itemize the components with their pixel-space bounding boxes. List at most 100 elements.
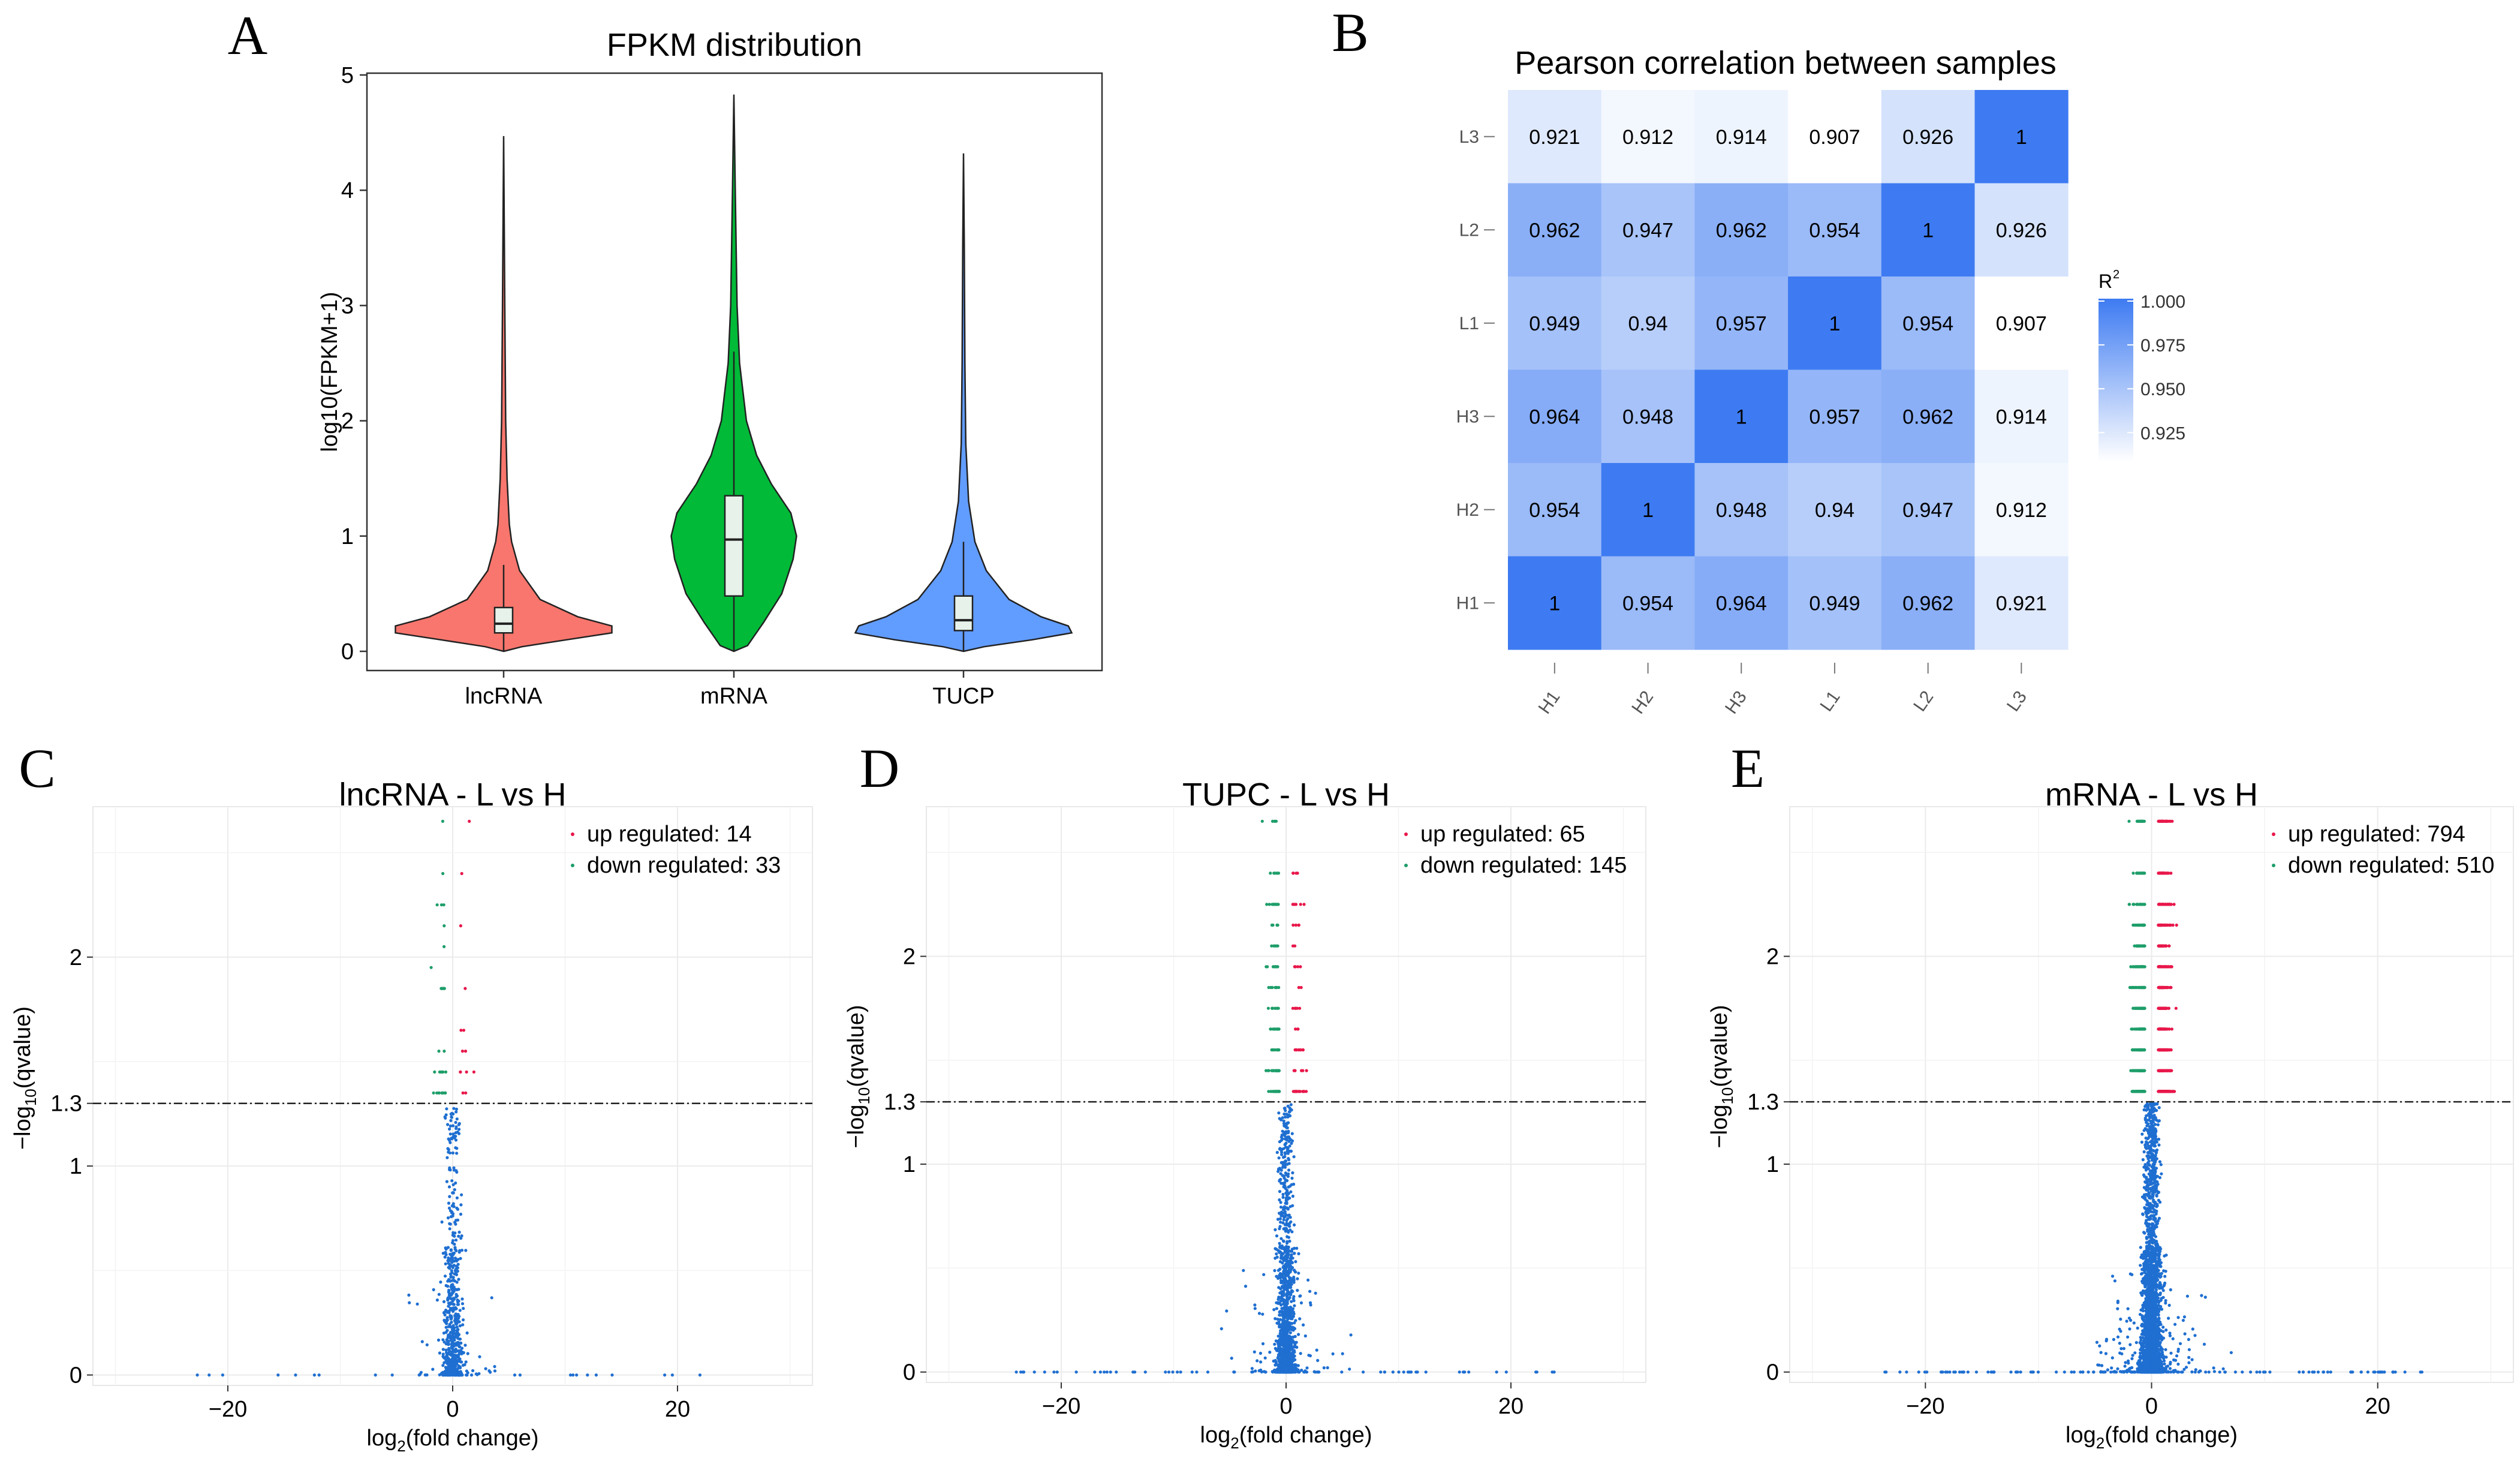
- ns-point: [1305, 1366, 1309, 1370]
- ns-point: [1105, 1370, 1109, 1374]
- heatmap-cell: [1508, 90, 1602, 184]
- heatmap-cell: [1508, 276, 1602, 370]
- ns-point: [1278, 1313, 1281, 1317]
- ns-point: [447, 1358, 451, 1362]
- ns-point: [459, 1256, 462, 1260]
- ns-point: [1115, 1370, 1118, 1374]
- ns-point: [1308, 1301, 1312, 1304]
- ns-point: [1278, 1217, 1282, 1221]
- ns-point: [1303, 1370, 1306, 1374]
- ns-point: [1052, 1370, 1056, 1374]
- ns-point: [451, 1345, 455, 1348]
- y-axis-label-sub: 10: [855, 1087, 873, 1105]
- ns-point: [1283, 1107, 1287, 1110]
- ns-point: [1167, 1370, 1171, 1374]
- ns-point: [454, 1127, 458, 1131]
- heatmap-cell-value: 0.926: [1902, 126, 1953, 149]
- ns-point: [1283, 1181, 1287, 1185]
- ns-point: [568, 1373, 573, 1377]
- ns-point: [1278, 1250, 1281, 1254]
- ns-point: [2087, 1370, 2090, 1374]
- ns-point: [1341, 1352, 1344, 1355]
- ns-point: [2104, 1339, 2108, 1343]
- ns-point: [448, 1222, 451, 1225]
- ns-point: [460, 1193, 463, 1197]
- ns-point: [457, 1230, 461, 1234]
- ns-point: [444, 1359, 448, 1363]
- ns-point: [1299, 1301, 1303, 1304]
- down-regulated-point: [1273, 903, 1276, 906]
- ns-point: [446, 1259, 450, 1262]
- y-tick-label: 5: [341, 63, 354, 88]
- ns-point: [457, 1128, 461, 1131]
- ns-point: [450, 1328, 454, 1331]
- ns-point: [478, 1355, 481, 1358]
- down-regulated-point: [436, 1091, 441, 1095]
- heatmap-cell: [1788, 463, 1882, 557]
- ns-point: [457, 1234, 460, 1238]
- ns-point: [1292, 1366, 1296, 1370]
- ns-point: [1291, 1204, 1294, 1207]
- up-regulated-point: [1297, 1048, 1300, 1052]
- heatmap-cell: [1508, 183, 1602, 277]
- ns-point: [1275, 1150, 1279, 1155]
- down-regulated-point: [1277, 985, 1281, 990]
- down-regulated-point: [1276, 1027, 1279, 1031]
- ns-point: [447, 1288, 451, 1292]
- ns-point: [454, 1138, 458, 1142]
- ns-point: [408, 1301, 411, 1304]
- ns-point: [1279, 1182, 1283, 1185]
- ns-point: [1284, 1109, 1287, 1113]
- ns-point: [1286, 1217, 1290, 1221]
- ns-point: [2036, 1370, 2040, 1374]
- ns-point: [2167, 1303, 2171, 1307]
- ns-point: [2154, 1212, 2158, 1216]
- x-axis-label-rest: (fold change): [1239, 1423, 1372, 1448]
- y-axis-label-rest: (qvalue): [1707, 1005, 1732, 1087]
- ns-point: [2263, 1370, 2267, 1374]
- x-tick-label: 0: [2145, 1394, 2158, 1419]
- ns-point: [442, 1311, 446, 1315]
- ns-point: [1273, 1228, 1277, 1231]
- up-regulated-point: [459, 924, 463, 928]
- ns-point: [1287, 1113, 1291, 1117]
- ns-point: [445, 1318, 449, 1322]
- ns-point: [1143, 1370, 1147, 1374]
- ns-point: [1287, 1235, 1291, 1239]
- y-tick-label: 0: [341, 639, 354, 665]
- ns-point: [454, 1120, 457, 1125]
- up-regulated-point: [1302, 1090, 1306, 1093]
- ns-point: [2127, 1316, 2131, 1320]
- ns-point: [443, 1115, 447, 1119]
- ns-point: [1284, 1346, 1288, 1350]
- ns-point: [450, 1269, 453, 1273]
- ns-point: [2166, 1370, 2170, 1373]
- ns-point: [455, 1259, 459, 1262]
- ns-point: [2155, 1194, 2158, 1197]
- ns-point: [1263, 1356, 1267, 1360]
- ns-point: [444, 1325, 448, 1329]
- ns-point: [1098, 1370, 1102, 1374]
- ns-point: [1251, 1370, 1255, 1373]
- ns-point: [698, 1373, 701, 1377]
- ns-point: [1287, 1162, 1291, 1165]
- heatmap-cell: [1694, 463, 1789, 557]
- ns-point: [1286, 1246, 1290, 1250]
- ns-point: [450, 1264, 453, 1268]
- ns-point: [1285, 1135, 1289, 1139]
- legend-title-superscript: 2: [2113, 268, 2119, 281]
- heatmap-cell-value: 0.954: [1622, 592, 1673, 615]
- ns-point: [1284, 1178, 1287, 1182]
- ns-point: [1283, 1125, 1287, 1128]
- ns-point: [455, 1325, 459, 1329]
- ns-point: [451, 1183, 455, 1186]
- ns-point: [453, 1269, 457, 1273]
- ns-point: [2126, 1307, 2130, 1310]
- ns-point: [1279, 1237, 1283, 1240]
- ns-point: [1280, 1355, 1284, 1359]
- ns-point: [1290, 1345, 1294, 1349]
- ns-point: [1281, 1342, 1284, 1346]
- x-tick-label: 20: [2365, 1394, 2390, 1419]
- ns-point: [456, 1269, 459, 1273]
- y-axis-label: −log10(qvalue): [10, 1006, 40, 1150]
